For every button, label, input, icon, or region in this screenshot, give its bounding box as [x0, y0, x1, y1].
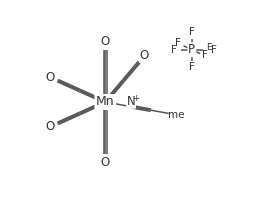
Text: O: O — [140, 49, 149, 62]
Text: +: + — [132, 94, 139, 103]
Text: O: O — [46, 120, 55, 133]
Text: me: me — [168, 110, 185, 120]
Text: O: O — [101, 156, 110, 169]
Text: F: F — [211, 45, 217, 55]
Text: F: F — [202, 50, 208, 61]
Text: E: E — [206, 43, 212, 52]
Text: N: N — [127, 95, 135, 108]
Text: O: O — [101, 35, 110, 48]
Text: Mn: Mn — [96, 95, 115, 109]
Text: O: O — [46, 71, 55, 84]
Text: F: F — [189, 27, 195, 37]
Text: F: F — [175, 38, 181, 48]
Text: P: P — [188, 43, 195, 56]
Text: F: F — [189, 62, 195, 72]
Text: F: F — [171, 45, 177, 55]
